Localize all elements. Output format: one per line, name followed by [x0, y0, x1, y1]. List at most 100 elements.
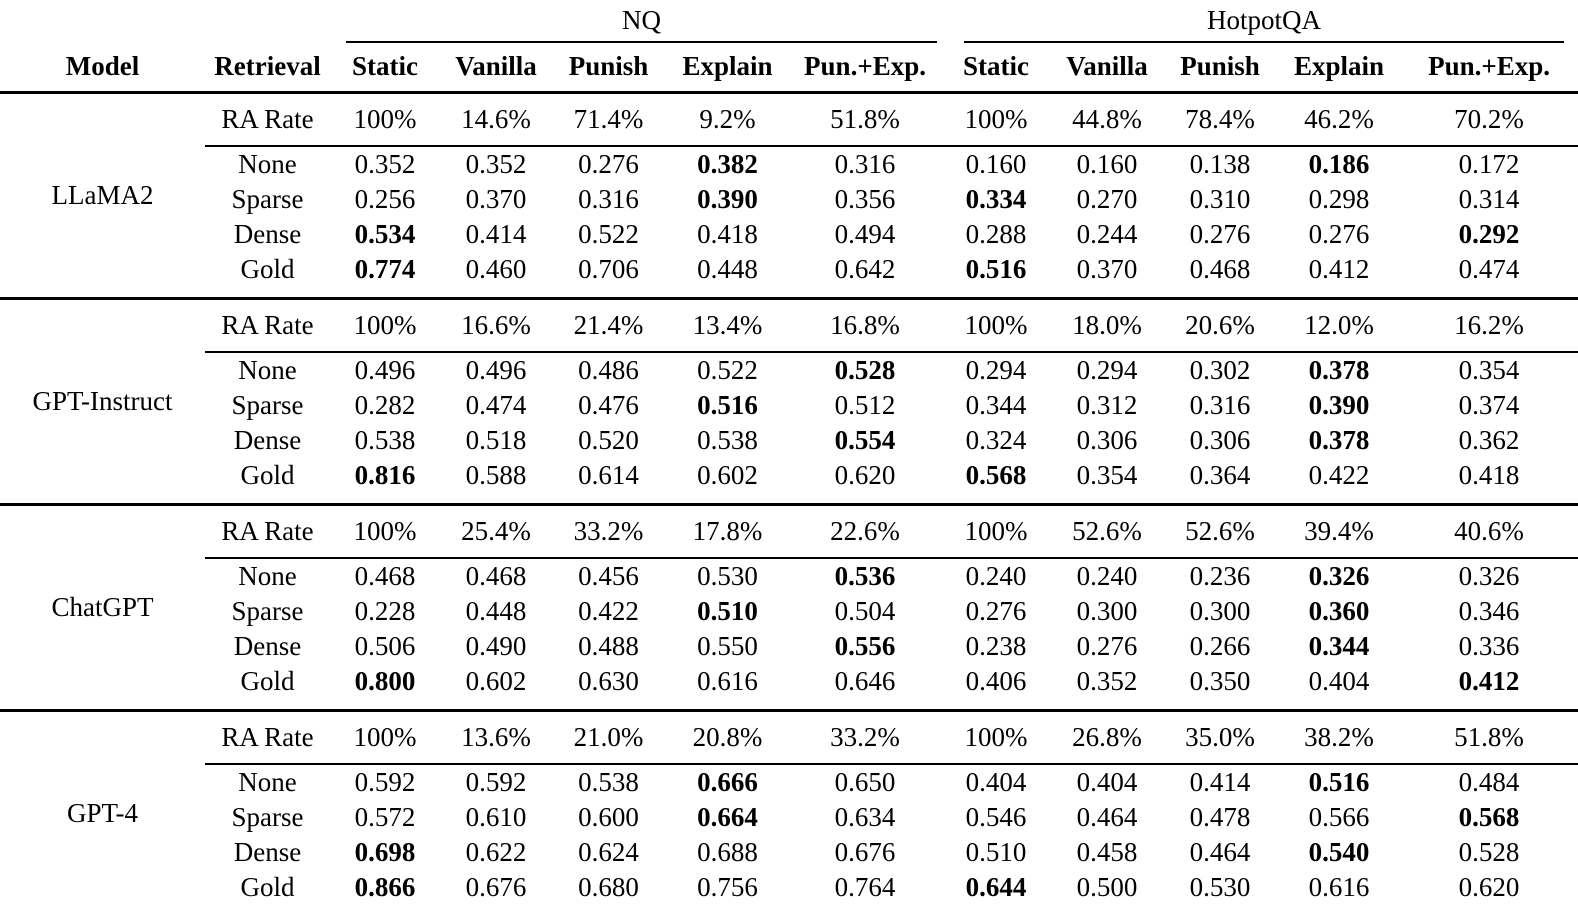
metric-value: 0.360	[1308, 596, 1370, 626]
metric-value: 0.276	[1189, 219, 1251, 249]
metric-value: 0.412	[1308, 254, 1370, 284]
ra-rate-value: 40.6%	[1400, 504, 1578, 559]
metric-value: 0.336	[1458, 631, 1520, 661]
metric-value: 0.316	[834, 149, 896, 179]
metric-value: 0.326	[1308, 561, 1370, 591]
ra-rate-value: 22.6%	[790, 504, 941, 559]
metric-value: 0.592	[465, 767, 527, 797]
column-header-retrieval: Retrieval	[214, 51, 321, 81]
metric-value: 0.546	[965, 802, 1027, 832]
retrieval-label: Gold	[240, 666, 295, 696]
column-header-row: Model Retrieval Static Vanilla Punish Ex…	[0, 43, 1578, 93]
column-header-nq-static: Static	[352, 51, 418, 81]
metric-value: 0.698	[354, 837, 416, 867]
retrieval-label: Gold	[240, 254, 295, 284]
metric-value: 0.644	[965, 872, 1027, 902]
metric-value: 0.764	[834, 872, 896, 902]
table-header: NQ HotpotQA Model Retrieval Static Vanil…	[0, 0, 1578, 93]
ra-rate-value: 100%	[940, 710, 1053, 765]
model-name: ChatGPT	[51, 592, 154, 622]
ra-rate-row: LLaMA2 RA Rate 100% 14.6% 71.4% 9.2% 51.…	[0, 92, 1578, 210]
metric-value: 0.622	[465, 837, 527, 867]
metric-value: 0.412	[1458, 666, 1520, 696]
metric-row: Dense 0.534 0.414 0.522 0.418 0.494 0.28…	[0, 217, 1578, 252]
metric-value: 0.488	[578, 631, 639, 661]
metric-value: 0.374	[1458, 390, 1520, 420]
ra-rate-value: 9.2%	[665, 92, 790, 147]
metric-value: 0.324	[965, 425, 1027, 455]
metric-value: 0.326	[1458, 561, 1520, 591]
metric-value: 0.306	[1189, 425, 1251, 455]
metric-value: 0.300	[1076, 596, 1138, 626]
metric-row: Dense 0.506 0.490 0.488 0.550 0.556 0.23…	[0, 629, 1578, 664]
metric-value: 0.276	[578, 149, 639, 179]
metric-value: 0.528	[834, 355, 896, 385]
ra-rate-value: 16.6%	[440, 298, 552, 353]
metric-row: Sparse 0.282 0.474 0.476 0.516 0.512 0.3…	[0, 388, 1578, 423]
metric-value: 0.494	[834, 219, 896, 249]
ra-rate-value: 18.0%	[1052, 298, 1163, 353]
metric-value: 0.238	[965, 631, 1027, 661]
metric-value: 0.270	[1076, 184, 1138, 214]
ra-rate-value: 100%	[940, 92, 1053, 147]
metric-value: 0.346	[1458, 596, 1520, 626]
column-header-nq-vanilla: Vanilla	[455, 51, 537, 81]
metric-value: 0.404	[1308, 666, 1370, 696]
metric-value: 0.456	[578, 561, 639, 591]
ra-rate-value: 13.6%	[440, 710, 552, 765]
column-header-hq-explain: Explain	[1294, 51, 1385, 81]
metric-value: 0.602	[465, 666, 527, 696]
metric-row: Dense 0.538 0.518 0.520 0.538 0.554 0.32…	[0, 423, 1578, 458]
metric-value: 0.468	[354, 561, 416, 591]
metric-value: 0.484	[1458, 767, 1520, 797]
metric-value: 0.646	[834, 666, 896, 696]
group-label-nq: NQ	[622, 5, 662, 35]
metric-value: 0.240	[1076, 561, 1138, 591]
metric-value: 0.642	[834, 254, 896, 284]
metric-value: 0.688	[697, 837, 758, 867]
model-block-gpt4: GPT-4 RA Rate 100% 13.6% 21.0% 20.8% 33.…	[0, 710, 1578, 913]
metric-value: 0.522	[578, 219, 639, 249]
ra-rate-label: RA Rate	[205, 92, 330, 147]
metric-value: 0.406	[965, 666, 1027, 696]
metric-value: 0.404	[965, 767, 1027, 797]
metric-value: 0.414	[1189, 767, 1251, 797]
column-header-nq-explain: Explain	[682, 51, 773, 81]
metric-row: Gold 0.800 0.602 0.630 0.616 0.646 0.406…	[0, 664, 1578, 711]
metric-value: 0.378	[1308, 355, 1370, 385]
metric-value: 0.666	[697, 767, 758, 797]
metric-value: 0.476	[578, 390, 639, 420]
ra-rate-label: RA Rate	[205, 504, 330, 559]
metric-row: Gold 0.774 0.460 0.706 0.448 0.642 0.516…	[0, 252, 1578, 299]
metric-value: 0.474	[465, 390, 527, 420]
metric-value: 0.568	[965, 460, 1027, 490]
ra-rate-value: 100%	[940, 504, 1053, 559]
ra-rate-row: GPT-4 RA Rate 100% 13.6% 21.0% 20.8% 33.…	[0, 710, 1578, 828]
ra-rate-value: 52.6%	[1052, 504, 1163, 559]
ra-rate-value: 12.0%	[1278, 298, 1401, 353]
metric-value: 0.282	[354, 390, 416, 420]
metric-value: 0.486	[578, 355, 639, 385]
spacer-cell	[0, 0, 330, 43]
metric-value: 0.378	[1308, 425, 1370, 455]
metric-value: 0.774	[354, 254, 416, 284]
metric-row: Dense 0.698 0.622 0.624 0.688 0.676 0.51…	[0, 835, 1578, 870]
ra-rate-value: 100%	[940, 298, 1053, 353]
ra-rate-value: 16.2%	[1400, 298, 1578, 353]
metric-value: 0.568	[1458, 802, 1520, 832]
ra-rate-value: 51.8%	[1400, 710, 1578, 765]
metric-value: 0.390	[1308, 390, 1370, 420]
model-name: GPT-Instruct	[32, 386, 173, 416]
metric-row: Sparse 0.256 0.370 0.316 0.390 0.356 0.3…	[0, 182, 1578, 217]
metric-value: 0.354	[1076, 460, 1138, 490]
retrieval-label: None	[238, 767, 297, 797]
retrieval-label: Gold	[240, 872, 295, 902]
metric-value: 0.448	[465, 596, 527, 626]
ra-rate-value: 25.4%	[440, 504, 552, 559]
metric-value: 0.572	[354, 802, 416, 832]
metric-value: 0.294	[1076, 355, 1138, 385]
metric-value: 0.616	[697, 666, 758, 696]
retrieval-label: Dense	[233, 425, 302, 455]
ra-rate-value: 39.4%	[1278, 504, 1401, 559]
metric-value: 0.516	[1308, 767, 1370, 797]
